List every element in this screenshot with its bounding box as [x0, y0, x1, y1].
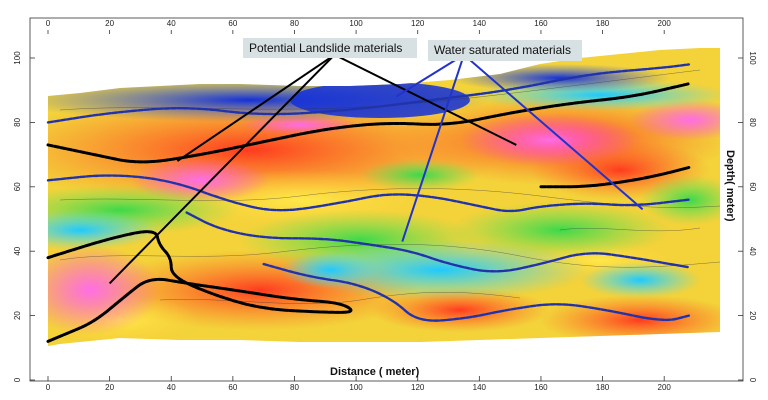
callout-landslide-label: Potential Landslide materials — [249, 41, 402, 55]
callout-saturated-label: Water saturated materials — [434, 43, 571, 57]
y-axis-title: Depth( meter) — [724, 150, 736, 222]
annotation-line-0-0 — [108, 54, 336, 285]
contour-landslide-1 — [46, 82, 691, 164]
callout-landslide: Potential Landslide materials — [243, 38, 417, 58]
y-tick-left: 20 — [13, 311, 22, 320]
contour-saturated-4 — [185, 211, 691, 273]
x-tick-top: 140 — [473, 19, 487, 28]
x-tick-top: 60 — [228, 19, 237, 28]
y-tick-left: 100 — [13, 51, 22, 65]
x-tick-bottom: 200 — [658, 383, 672, 392]
x-tick-top: 40 — [167, 19, 176, 28]
contour-saturated-5 — [262, 262, 691, 322]
callout-saturated: Water saturated materials — [428, 40, 582, 61]
x-tick-bottom: 160 — [534, 383, 548, 392]
x-tick-bottom: 100 — [349, 383, 363, 392]
x-tick-bottom: 180 — [596, 383, 610, 392]
y-tick-left: 60 — [13, 182, 22, 191]
x-tick-bottom: 140 — [473, 383, 487, 392]
x-tick-bottom: 0 — [46, 383, 51, 392]
callout-landslide-box — [243, 38, 417, 58]
annotation-line-0-2 — [334, 53, 517, 146]
contour-saturated-6 — [46, 63, 691, 124]
y-tick-right: 20 — [748, 311, 757, 320]
resistivity-section — [48, 48, 720, 346]
y-tick-left: 0 — [13, 377, 22, 382]
x-tick-top: 160 — [534, 19, 548, 28]
axes: 0 0 20 20 40 40 60 60 80 80 100 100 120 120 140 140 160 1… — [13, 19, 757, 392]
y-tick-left: 40 — [13, 246, 22, 255]
x-tick-bottom: 120 — [411, 383, 425, 392]
annotation-line-1-2 — [463, 54, 644, 211]
x-axis-title: Distance ( meter) — [330, 366, 420, 378]
contour-landslide-2 — [539, 165, 691, 189]
y-tick-right: 100 — [748, 51, 757, 65]
x-tick-bottom: 80 — [290, 383, 299, 392]
callout-saturated-box — [428, 40, 582, 61]
x-tick-top: 180 — [596, 19, 610, 28]
annotation-line-1-0 — [401, 54, 465, 242]
contour-saturated-3 — [46, 174, 691, 213]
x-tick-top: 80 — [290, 19, 299, 28]
y-tick-right: 0 — [748, 378, 757, 383]
annotation-layer — [108, 53, 644, 285]
y-tick-left: 80 — [13, 117, 22, 126]
contour-layer — [46, 63, 691, 343]
x-tick-top: 120 — [411, 19, 425, 28]
x-tick-bottom: 20 — [105, 383, 114, 392]
y-tick-right: 80 — [748, 118, 757, 127]
x-tick-top: 20 — [105, 19, 114, 28]
contour-landslide-0 — [46, 230, 353, 343]
annotation-line-1-1 — [395, 53, 465, 98]
x-tick-top: 0 — [46, 19, 51, 28]
y-tick-right: 40 — [748, 247, 757, 256]
x-tick-bottom: 40 — [167, 383, 176, 392]
x-tick-top: 200 — [658, 19, 672, 28]
y-tick-right: 60 — [748, 182, 757, 191]
x-tick-top: 100 — [349, 19, 363, 28]
x-tick-bottom: 60 — [228, 383, 237, 392]
annotation-line-0-1 — [176, 53, 336, 162]
